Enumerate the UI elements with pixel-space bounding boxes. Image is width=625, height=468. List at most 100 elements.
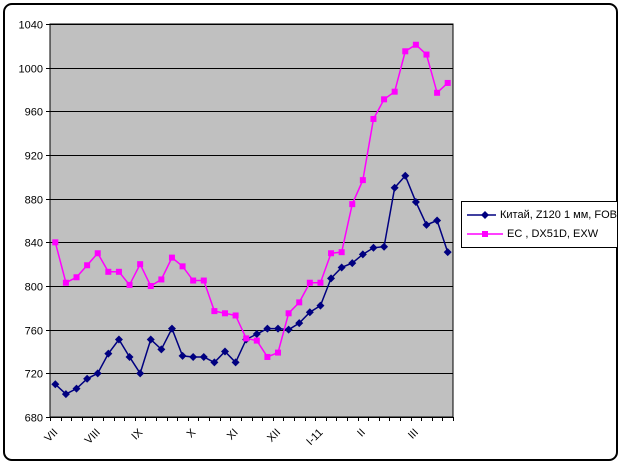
data-point-diamond xyxy=(274,324,283,333)
data-point-square xyxy=(137,261,144,268)
legend-item-eu: ЕС , DX51D, EXW xyxy=(467,228,617,240)
data-point-diamond xyxy=(220,347,229,356)
data-point-square xyxy=(200,277,207,284)
data-point-diamond xyxy=(61,390,70,399)
data-point-square xyxy=(285,310,292,317)
data-point-square xyxy=(221,310,228,317)
data-point-square xyxy=(190,277,197,284)
data-point-diamond xyxy=(125,352,134,361)
data-point-diamond xyxy=(231,358,240,367)
data-point-diamond xyxy=(83,374,92,383)
data-point-square xyxy=(412,41,419,48)
data-point-square xyxy=(243,335,250,342)
data-point-square xyxy=(232,312,239,319)
plot-area xyxy=(49,23,454,418)
data-point-square xyxy=(317,279,324,286)
data-point-square xyxy=(73,274,80,281)
y-axis-label: 1040 xyxy=(19,20,43,32)
legend-label-china: Китай, Z120 1 мм, FOB xyxy=(500,209,617,221)
data-point-square xyxy=(328,250,335,257)
x-axis-label: II xyxy=(355,427,368,440)
data-point-diamond xyxy=(210,358,219,367)
data-point-square xyxy=(147,283,154,289)
x-axis-label: VII xyxy=(42,427,60,445)
data-point-square xyxy=(211,308,218,315)
legend-marker-eu-square-icon xyxy=(467,231,503,237)
data-point-square xyxy=(94,250,101,257)
data-point-square xyxy=(168,254,175,261)
data-point-diamond xyxy=(433,216,442,225)
data-point-square xyxy=(349,201,356,208)
data-point-square xyxy=(370,115,377,122)
data-point-diamond xyxy=(252,330,261,339)
y-axis-label: 680 xyxy=(25,413,43,425)
data-point-square xyxy=(84,262,91,269)
y-axis-label: 880 xyxy=(25,195,43,207)
data-point-diamond xyxy=(263,324,272,333)
data-point-square xyxy=(338,249,345,256)
data-point-square xyxy=(264,353,271,360)
data-point-diamond xyxy=(401,171,410,180)
data-point-square xyxy=(402,48,409,55)
y-axis-label: 760 xyxy=(25,326,43,338)
data-point-diamond xyxy=(284,325,293,334)
data-point-square xyxy=(381,96,388,103)
data-point-square xyxy=(115,268,122,275)
x-axis-label: IX xyxy=(129,426,145,442)
data-point-diamond xyxy=(443,248,452,257)
data-point-square xyxy=(105,268,112,275)
data-point-diamond xyxy=(305,308,314,317)
data-point-diamond xyxy=(380,242,389,251)
x-axis-label: XI xyxy=(225,427,241,443)
data-point-square xyxy=(306,279,313,286)
data-point-square xyxy=(359,177,366,184)
data-point-diamond xyxy=(157,345,166,354)
data-point-diamond xyxy=(199,352,208,361)
data-point-diamond xyxy=(369,243,378,252)
data-point-square xyxy=(62,279,69,286)
y-axis-label: 840 xyxy=(25,238,43,250)
x-axis-label: III xyxy=(406,427,421,442)
legend: Китай, Z120 1 мм, FOB ЕС , DX51D, EXW xyxy=(461,201,618,248)
data-point-diamond xyxy=(295,319,304,328)
data-point-square xyxy=(179,263,186,270)
data-point-diamond xyxy=(327,274,336,283)
data-point-diamond xyxy=(390,183,399,192)
y-axis-label: 720 xyxy=(25,369,43,381)
data-point-diamond xyxy=(51,380,60,389)
data-point-square xyxy=(158,276,165,283)
legend-item-china: Китай, Z120 1 мм, FOB xyxy=(467,209,617,221)
data-point-diamond xyxy=(167,324,176,333)
data-point-diamond xyxy=(136,369,145,378)
data-point-diamond xyxy=(104,349,113,358)
x-axis-label: X xyxy=(185,426,199,440)
data-point-diamond xyxy=(348,259,357,268)
data-point-square xyxy=(253,337,260,344)
data-point-diamond xyxy=(358,250,367,259)
data-point-square xyxy=(275,349,282,356)
data-point-square xyxy=(126,281,133,288)
y-axis-label: 920 xyxy=(25,151,43,163)
x-axis-label: I-11 xyxy=(304,427,325,448)
x-axis-label: VIII xyxy=(83,427,103,447)
data-point-square xyxy=(52,239,59,246)
data-point-diamond xyxy=(337,263,346,272)
data-point-square xyxy=(434,89,441,96)
data-point-diamond xyxy=(93,369,102,378)
data-point-diamond xyxy=(316,301,325,310)
data-point-square xyxy=(296,299,303,306)
y-axis-label: 1000 xyxy=(19,64,43,76)
legend-label-eu: ЕС , DX51D, EXW xyxy=(507,228,599,240)
data-point-square xyxy=(423,51,430,58)
y-axis-label: 960 xyxy=(25,107,43,119)
x-axis-label: XII xyxy=(265,427,283,445)
legend-marker-china-diamond-icon xyxy=(467,211,496,219)
data-point-square xyxy=(391,88,398,95)
y-axis-label: 800 xyxy=(25,282,43,294)
data-point-square xyxy=(444,79,451,86)
data-point-diamond xyxy=(411,197,420,206)
data-point-diamond xyxy=(422,220,431,229)
data-point-diamond xyxy=(189,352,198,361)
data-point-diamond xyxy=(72,384,81,393)
